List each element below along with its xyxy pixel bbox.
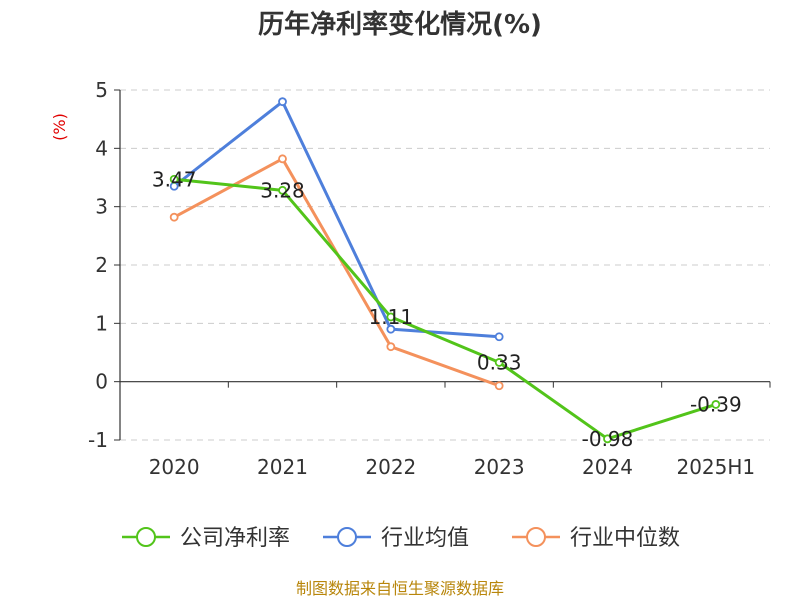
y-tick-label: 5	[95, 78, 108, 102]
legend-marker	[136, 527, 156, 547]
data-point	[386, 312, 396, 322]
series-group	[169, 97, 721, 444]
data-point	[386, 342, 396, 352]
axes	[114, 89, 771, 441]
data-label: 1.11	[369, 305, 414, 329]
data-point	[169, 174, 179, 184]
series-line	[173, 157, 500, 388]
chart-title: 历年净利率变化情况(%)	[258, 9, 542, 40]
data-label: 0.33	[477, 350, 522, 374]
x-tick-label: 2023	[474, 455, 525, 479]
legend-label: 行业均值	[381, 526, 469, 551]
y-tick-label: 3	[95, 195, 108, 219]
data-point	[494, 358, 504, 367]
y-tick-label: 0	[95, 370, 108, 394]
data-point	[278, 154, 287, 164]
y-tick-label: -1	[88, 428, 108, 452]
y-axis-unit: (%)	[50, 113, 69, 141]
grid-lines	[120, 89, 770, 441]
data-point	[603, 434, 612, 444]
series-2	[169, 154, 504, 391]
x-tick-label: 2022	[365, 455, 416, 479]
x-tick-label: 2020	[149, 455, 200, 479]
legend-label: 行业中位数	[570, 526, 680, 551]
legend[interactable]: 公司净利率 行业均值 行业中位数	[122, 526, 680, 551]
series-0	[169, 174, 721, 444]
data-point	[386, 324, 396, 334]
data-point	[278, 185, 287, 195]
y-tick-label: 2	[95, 253, 108, 277]
legend-item-1[interactable]: 行业均值	[323, 526, 469, 551]
legend-item-2[interactable]: 行业中位数	[512, 526, 680, 551]
x-tick-label: 2021	[257, 455, 308, 479]
series-line	[174, 177, 717, 441]
legend-marker	[526, 527, 546, 547]
y-tick-label: 1	[95, 311, 108, 335]
data-label: -0.39	[690, 392, 742, 416]
x-tick-label: 2025H1	[676, 455, 755, 479]
data-point	[169, 212, 179, 222]
x-tick-labels: 2020 2021 2022 2023 2024 2025H1	[149, 455, 755, 479]
legend-marker	[337, 527, 357, 547]
data-labels: 3.47 3.28 1.11 0.33 -0.98 -0.39	[152, 167, 742, 451]
x-tick-label: 2024	[582, 455, 633, 479]
data-point	[711, 400, 721, 409]
series-1	[169, 97, 504, 342]
legend-item-0[interactable]: 公司净利率	[122, 526, 290, 551]
data-label: 3.28	[260, 178, 305, 202]
y-tick-labels: 5 4 3 2 1 0 -1	[88, 78, 108, 452]
data-label: 3.47	[152, 167, 197, 191]
data-label: -0.98	[582, 427, 634, 451]
y-tick-label: 4	[95, 136, 108, 160]
data-point	[278, 97, 287, 107]
data-source: 制图数据来自恒生聚源数据库	[296, 579, 504, 598]
series-line	[173, 100, 500, 339]
legend-label: 公司净利率	[180, 526, 290, 551]
data-point	[494, 381, 504, 391]
data-point	[494, 332, 504, 342]
